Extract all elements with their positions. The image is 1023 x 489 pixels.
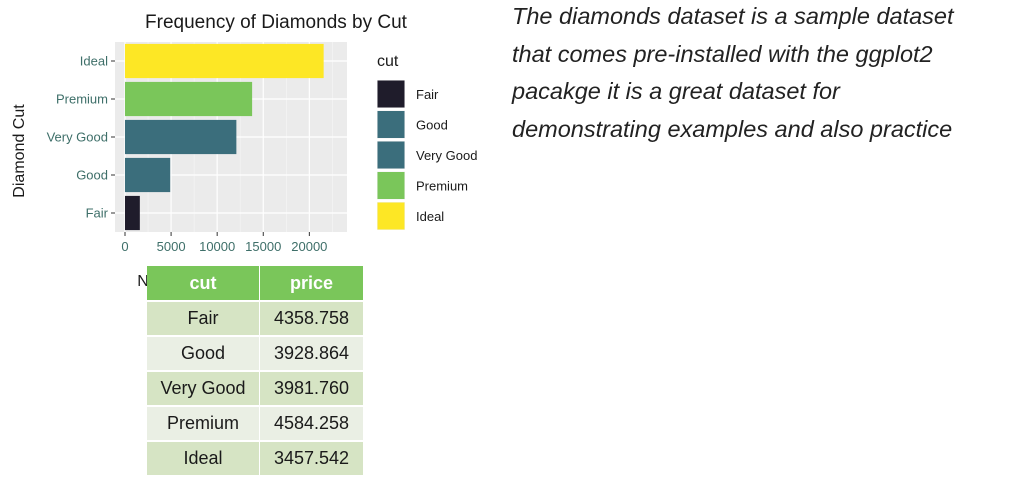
y-tick-label: Good xyxy=(76,168,108,183)
cell-cut: Premium xyxy=(147,405,260,441)
cell-price: 4584.258 xyxy=(259,405,363,441)
table-row: Premium 4584.258 xyxy=(147,405,363,441)
description-line: The diamonds dataset is a sample dataset xyxy=(512,3,954,29)
table-row: Fair 4358.758 xyxy=(147,300,363,336)
x-axis-label: N xyxy=(137,273,149,290)
x-tick-label: 0 xyxy=(121,239,128,254)
description-line: demonstrating examples and also practice xyxy=(512,115,953,142)
cell-cut: Ideal xyxy=(147,440,260,475)
bar-ideal xyxy=(125,43,324,79)
bar-chart: Frequency of Diamonds by Cut Fair Good Ver… xyxy=(11,12,477,290)
cell-price: 4358.758 xyxy=(259,300,363,336)
bar-premium xyxy=(125,81,253,117)
x-tick-label: 5000 xyxy=(157,239,186,254)
legend-title: cut xyxy=(377,53,399,70)
legend-swatch xyxy=(377,141,405,169)
cell-cut: Very Good xyxy=(147,370,260,406)
cell-price: 3981.760 xyxy=(259,370,363,406)
bar-fair xyxy=(125,195,140,231)
bars xyxy=(125,43,324,231)
table-row: Very Good 3981.760 xyxy=(147,370,363,406)
table-header-row: cut price xyxy=(147,266,363,301)
y-tick-label: Premium xyxy=(56,92,108,107)
legend-label: Very Good xyxy=(416,148,477,163)
bar-very-good xyxy=(125,119,237,155)
x-tick-label: 10000 xyxy=(199,239,235,254)
x-tick-label: 20000 xyxy=(291,239,327,254)
legend-swatch xyxy=(377,202,405,230)
table-row: Ideal 3457.542 xyxy=(147,440,363,475)
bar-good xyxy=(125,157,171,193)
cell-cut: Fair xyxy=(147,300,260,336)
y-tick-label: Very Good xyxy=(47,130,108,145)
legend-swatch xyxy=(377,111,405,138)
description-line: pacakge it is a great dataset for xyxy=(512,78,840,104)
legend-swatch xyxy=(377,172,405,199)
x-tick-label: 15000 xyxy=(245,239,281,254)
description-line: that comes pre-installed with the ggplot… xyxy=(512,40,933,67)
legend-label: Ideal xyxy=(416,209,444,224)
legend-label: Premium xyxy=(416,179,468,194)
y-tick-label: Ideal xyxy=(80,54,108,69)
legend-label: Fair xyxy=(416,87,439,102)
y-tick-label: Fair xyxy=(86,206,109,221)
cell-cut: Good xyxy=(147,335,260,371)
price-table: cut price Fair 4358.758 Good 3928.864 Ve… xyxy=(147,266,363,475)
table-row: Good 3928.864 xyxy=(147,335,363,371)
legend-label: Good xyxy=(416,118,448,133)
chart-title: Frequency of Diamonds by Cut xyxy=(145,12,408,33)
y-axis-label: Diamond Cut xyxy=(11,104,28,198)
cell-price: 3928.864 xyxy=(259,335,363,371)
column-header-cut: cut xyxy=(147,266,260,301)
legend-swatch xyxy=(377,80,405,108)
y-axis: Fair Good Very Good Premium Ideal xyxy=(47,54,115,221)
column-header-price: price xyxy=(259,266,363,301)
legend: cut Fair Good Very Good Premium Ideal xyxy=(377,53,477,230)
x-axis: 0 5000 10000 15000 20000 xyxy=(121,232,327,254)
cell-price: 3457.542 xyxy=(259,440,363,475)
description: The diamonds dataset is a sample dataset… xyxy=(512,0,1023,148)
